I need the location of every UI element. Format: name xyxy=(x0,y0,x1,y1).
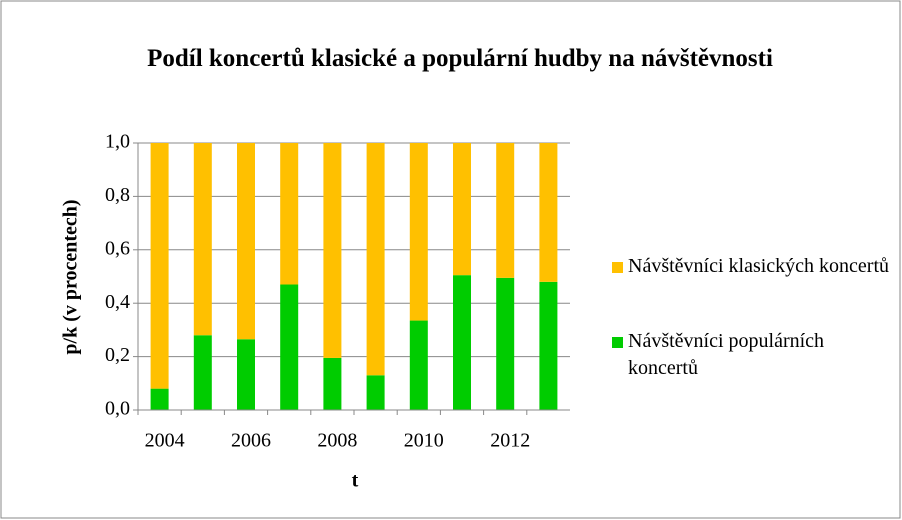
bar-segment xyxy=(409,320,428,410)
y-tick-label: 0,0 xyxy=(105,398,130,420)
bar-segment xyxy=(409,143,428,321)
bar-segment xyxy=(453,275,471,410)
bar-segment xyxy=(539,281,558,410)
legend-label: Návštěvníci populárních koncertů xyxy=(628,330,825,379)
bar-segment xyxy=(496,143,515,278)
bar-segment xyxy=(237,339,255,410)
bar-segment xyxy=(193,335,212,410)
bar-segment xyxy=(280,284,299,410)
bar-segment xyxy=(193,143,212,336)
x-tick-label: 2012 xyxy=(490,430,530,452)
bar-segment xyxy=(150,388,169,410)
x-tick-label: 2004 xyxy=(145,430,185,452)
x-tick-label: 2010 xyxy=(404,430,444,452)
x-axis-title: t xyxy=(352,470,359,492)
legend-swatch xyxy=(612,262,623,273)
bar-segment xyxy=(366,375,385,410)
bar-segment xyxy=(280,143,299,285)
y-tick-label: 0,8 xyxy=(105,184,130,206)
y-tick-label: 1,0 xyxy=(105,131,130,153)
y-tick-label: 0,4 xyxy=(105,291,130,313)
legend-label: Návštěvníci klasických koncertů xyxy=(628,255,890,277)
bar-segment xyxy=(323,143,342,358)
bar-segment xyxy=(496,277,515,410)
y-tick-label: 0,6 xyxy=(105,237,130,259)
legend-swatch xyxy=(612,337,623,348)
bar-segment xyxy=(453,143,471,276)
x-tick-label: 2008 xyxy=(317,430,357,452)
bar-segment xyxy=(539,143,558,282)
y-axis-title: p/k (v procentech) xyxy=(60,199,82,354)
bar-segment xyxy=(150,143,169,389)
bar-segment xyxy=(237,143,255,340)
bar-segment xyxy=(366,143,385,376)
x-tick-label: 2006 xyxy=(231,430,271,452)
y-tick-label: 0,2 xyxy=(105,344,130,366)
bar-segment xyxy=(323,357,342,410)
chart-title: Podíl koncertů klasické a populární hudb… xyxy=(147,45,773,72)
